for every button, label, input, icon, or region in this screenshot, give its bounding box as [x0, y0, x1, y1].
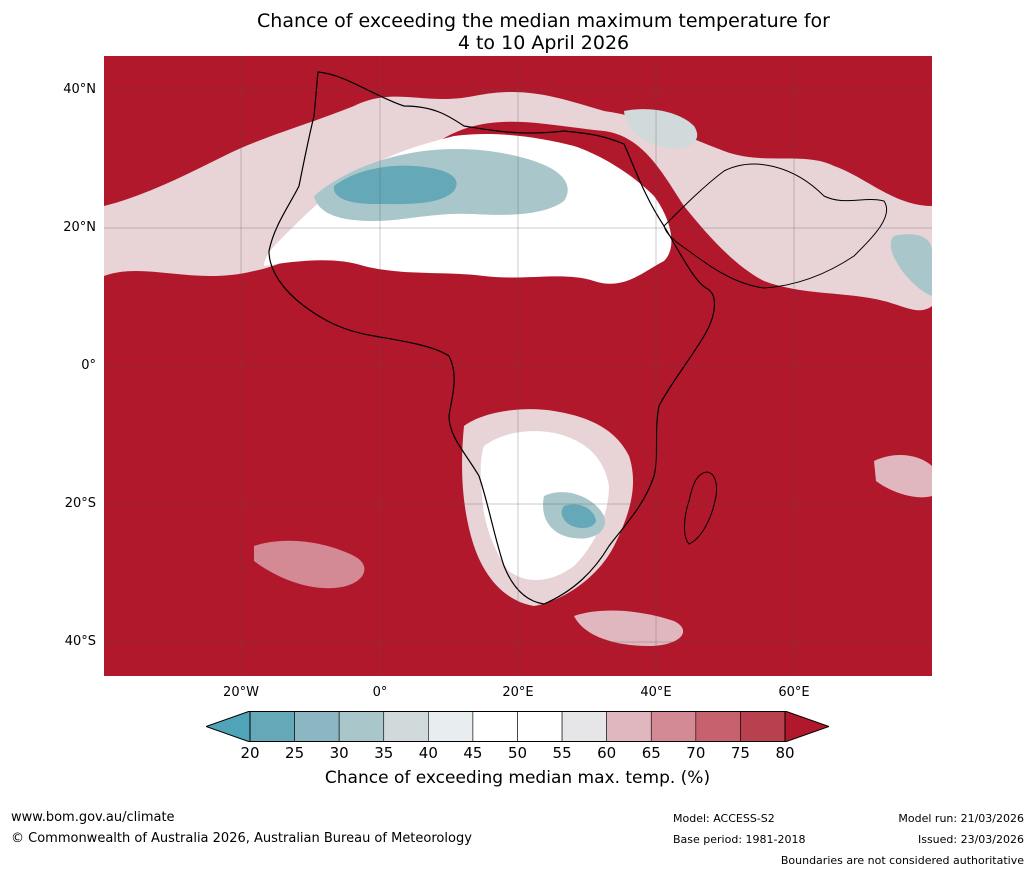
colorbar-bin — [606, 711, 652, 742]
colorbar-bin — [650, 711, 697, 742]
footer-model-run: Model run: 21/03/2026 — [898, 812, 1024, 825]
colorbar-tick-label: 45 — [463, 744, 483, 762]
south-atlantic-pale-patch — [254, 540, 365, 589]
lon-label-0: 0° — [372, 685, 388, 700]
colorbar-tick-label: 20 — [240, 744, 260, 762]
colorbar — [206, 711, 829, 742]
colorbar-bin — [517, 711, 563, 742]
colorbar-tick-label: 50 — [507, 744, 528, 762]
colorbar-bin — [249, 711, 295, 742]
lat-label-20s: 20°S — [64, 496, 96, 511]
colorbar-tick-label: 55 — [552, 744, 572, 762]
colorbar-bin — [695, 711, 741, 742]
colorbar-bin — [338, 711, 385, 742]
lon-label-20w: 20°W — [223, 685, 259, 700]
africa-coastline — [268, 71, 715, 605]
southern-africa-coolest-region — [561, 504, 596, 529]
colorbar-low-extend — [206, 711, 251, 742]
colorbar-tick-label: 60 — [597, 744, 617, 762]
footer-copyright: © Commonwealth of Australia 2026, Austra… — [11, 831, 472, 846]
lat-label-40n: 40°N — [63, 82, 96, 97]
colorbar-tick-label: 70 — [686, 744, 706, 762]
colorbar-tick-label: 30 — [329, 744, 349, 762]
lon-label-60e: 60°E — [778, 685, 810, 700]
colorbar-bin — [561, 711, 607, 742]
colorbar-bin — [383, 711, 429, 742]
title-line-2: 4 to 10 April 2026 — [457, 32, 630, 54]
indian-ocean-pale-patch — [874, 454, 932, 498]
lat-label-0: 0° — [81, 358, 96, 373]
madagascar-coastline — [684, 471, 718, 545]
colorbar-bin — [740, 711, 786, 742]
colorbar-bin — [472, 711, 518, 742]
colorbar-tick-label: 80 — [775, 744, 795, 762]
title-line-1: Chance of exceeding the median maximum t… — [257, 10, 830, 32]
arabia-coastline — [663, 163, 888, 289]
footer-website[interactable]: www.bom.gov.au/climate — [11, 810, 175, 825]
graticule — [104, 56, 932, 676]
lat-label-20n: 20°N — [63, 220, 96, 235]
colorbar-bin — [428, 711, 474, 742]
footer-disclaimer: Boundaries are not considered authoritat… — [780, 854, 1024, 867]
colorbar-high-extend — [784, 711, 829, 742]
colorbar-tick-label: 25 — [285, 744, 305, 762]
colorbar-label: Chance of exceeding median max. temp. (%… — [324, 768, 711, 788]
lat-label-40s: 40°S — [64, 634, 96, 649]
colorbar-tick-label: 75 — [730, 744, 750, 762]
footer-model: Model: ACCESS-S2 — [673, 812, 775, 825]
chart-title: Chance of exceeding the median maximum t… — [0, 10, 1035, 54]
middle-east-cool-region — [624, 109, 698, 149]
footer-base-period: Base period: 1981-2018 — [673, 833, 806, 846]
sahara-neutral-region — [104, 91, 932, 311]
colorbar-tick-label: 35 — [374, 744, 394, 762]
colorbar-tick-label: 65 — [641, 744, 661, 762]
forecast-map — [104, 56, 932, 676]
colorbar-bin — [294, 711, 340, 742]
lon-label-20e: 20°E — [502, 685, 534, 700]
sahara-coolest-region — [333, 165, 457, 205]
footer-issued: Issued: 23/03/2026 — [917, 833, 1024, 846]
colorbar-tick-label: 40 — [418, 744, 438, 762]
india-cool-region — [890, 234, 932, 296]
lon-label-40e: 40°E — [640, 685, 672, 700]
